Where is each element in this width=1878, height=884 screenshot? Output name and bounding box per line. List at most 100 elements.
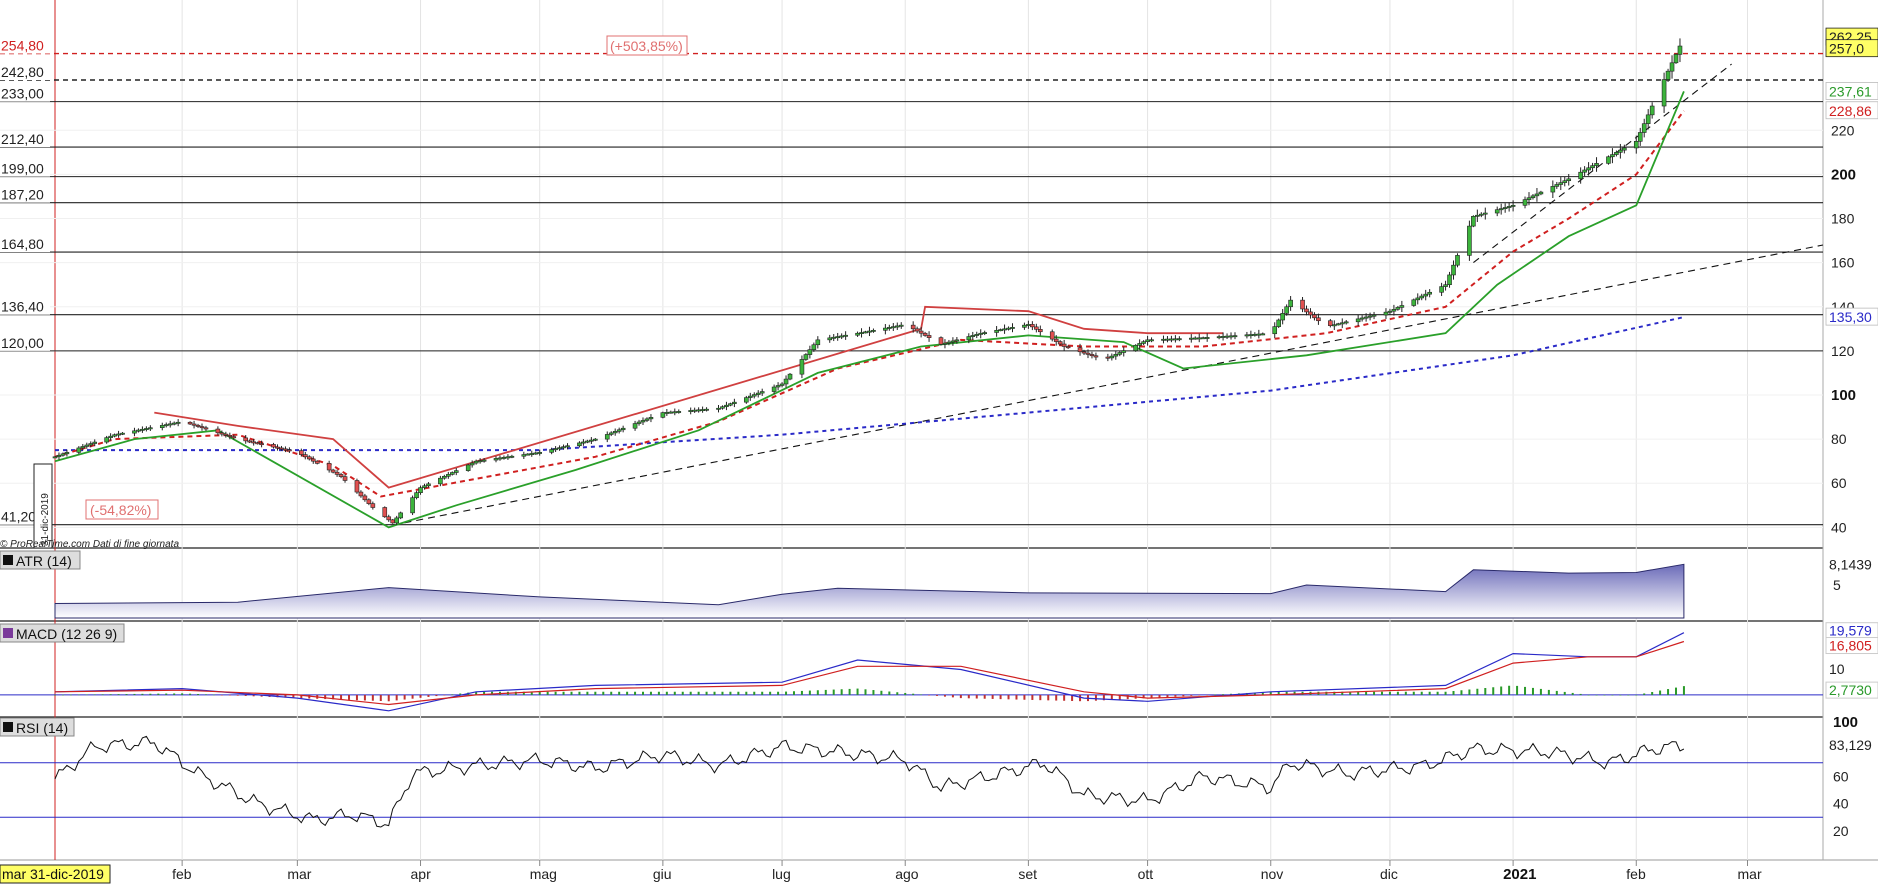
candle-body <box>1089 354 1095 357</box>
price-badge-label: 237,61 <box>1829 83 1872 99</box>
macd-value-bg <box>1825 681 1878 699</box>
candle-body <box>982 332 987 335</box>
candle-body <box>799 359 805 375</box>
macd-histogram-bar <box>427 694 430 697</box>
macd-value-label: 16,805 <box>1829 638 1872 654</box>
candle-body <box>1228 335 1234 338</box>
candle-body <box>1220 336 1226 338</box>
candle-body <box>1614 152 1619 155</box>
price-level-label-bg <box>0 37 50 54</box>
macd-histogram-bar <box>212 694 215 696</box>
macd-histogram-bar <box>220 694 223 696</box>
candle-body <box>56 454 62 458</box>
candle-body <box>553 448 558 451</box>
candle-body <box>561 446 566 449</box>
macd-line <box>54 640 1685 706</box>
candle-body <box>366 499 372 504</box>
macd-histogram-bar <box>753 691 756 695</box>
candle-body <box>116 433 121 436</box>
candle-body <box>946 341 952 344</box>
candle-body <box>1645 114 1651 124</box>
macd-histogram-bar <box>1674 687 1677 695</box>
candle-body <box>501 457 507 459</box>
candle-body <box>279 447 284 450</box>
candle-body <box>887 327 892 329</box>
candle-body <box>310 458 316 462</box>
macd-histogram-bar <box>769 691 772 695</box>
candle-body <box>1145 339 1150 342</box>
macd-histogram-bar <box>832 689 835 695</box>
macd-histogram-bar <box>1420 691 1423 695</box>
candle-body <box>521 454 527 457</box>
trailing-stop-low-line <box>54 91 1685 529</box>
macd-histogram-bar <box>530 691 533 695</box>
candle-body <box>728 403 733 406</box>
candle-body <box>1316 317 1321 322</box>
candle-body <box>1165 338 1170 341</box>
candle-body <box>1216 336 1222 339</box>
macd-histogram-bar <box>745 691 748 695</box>
macd-histogram-bar <box>1516 685 1519 695</box>
candle-body <box>863 331 868 334</box>
candle-body <box>1530 195 1536 199</box>
moving-average-line <box>55 316 1685 452</box>
time-axis-label: mag <box>530 866 557 882</box>
candle-body <box>835 336 840 339</box>
candle-body <box>1594 163 1599 166</box>
candle-body <box>1200 337 1206 340</box>
candle-body <box>1188 337 1194 340</box>
macd-histogram-bar <box>634 691 637 695</box>
candle-body <box>163 424 169 427</box>
candle-body <box>453 470 459 473</box>
candle-body <box>1622 147 1627 151</box>
macd-histogram-bar <box>1206 694 1209 696</box>
macd-histogram-bar <box>991 694 994 699</box>
candle-body <box>1558 182 1564 185</box>
candle-body <box>1093 355 1099 358</box>
macd-histogram-bar <box>737 691 740 695</box>
candle-body <box>159 425 165 428</box>
candle-body <box>1109 355 1115 359</box>
candle-body <box>251 441 256 444</box>
time-axis-label: lug <box>772 866 791 882</box>
macd-histogram-bar <box>403 694 406 700</box>
macd-histogram-bar <box>181 693 184 695</box>
candle-body <box>1022 324 1027 328</box>
candle-body <box>970 335 976 337</box>
price-level-label: 242,80 <box>1 64 44 80</box>
price-axis-tick: 80 <box>1831 431 1847 447</box>
macd-value-bg <box>1825 637 1878 655</box>
candle-body <box>565 445 570 448</box>
candle-body <box>104 437 109 443</box>
candle-body <box>660 412 666 418</box>
macd-histogram-bar <box>959 694 962 699</box>
candle-body <box>620 427 626 431</box>
macd-histogram-bar <box>1285 691 1288 695</box>
candle-body <box>648 417 654 420</box>
trendline <box>392 244 1824 526</box>
price-level-label-bg <box>0 186 50 203</box>
macd-histogram-bar <box>197 693 200 695</box>
price-level-label: 136,40 <box>1 299 44 315</box>
macd-histogram-bar <box>332 694 335 700</box>
candle-body <box>724 404 729 408</box>
candle-body <box>1677 45 1683 55</box>
time-axis-label: apr <box>411 866 432 882</box>
candle-body <box>938 337 944 345</box>
candle-body <box>716 407 721 410</box>
macd-histogram-bar <box>570 691 573 695</box>
candle-body <box>446 474 451 477</box>
candle-body <box>314 460 320 464</box>
macd-histogram-bar <box>689 691 692 695</box>
macd-histogram-bar <box>1365 691 1368 695</box>
macd-histogram-bar <box>1380 691 1383 695</box>
time-axis-label: mar 31-dic-2019 <box>2 866 104 882</box>
macd-histogram-bar <box>1063 694 1066 701</box>
candle-body <box>1415 297 1421 301</box>
candle-body <box>593 438 598 441</box>
macd-histogram-bar <box>1174 694 1177 697</box>
macd-histogram-bar <box>1388 691 1391 695</box>
macd-histogram-bar <box>1007 694 1010 700</box>
candle-body <box>664 412 670 414</box>
time-axis-label: feb <box>172 866 192 882</box>
